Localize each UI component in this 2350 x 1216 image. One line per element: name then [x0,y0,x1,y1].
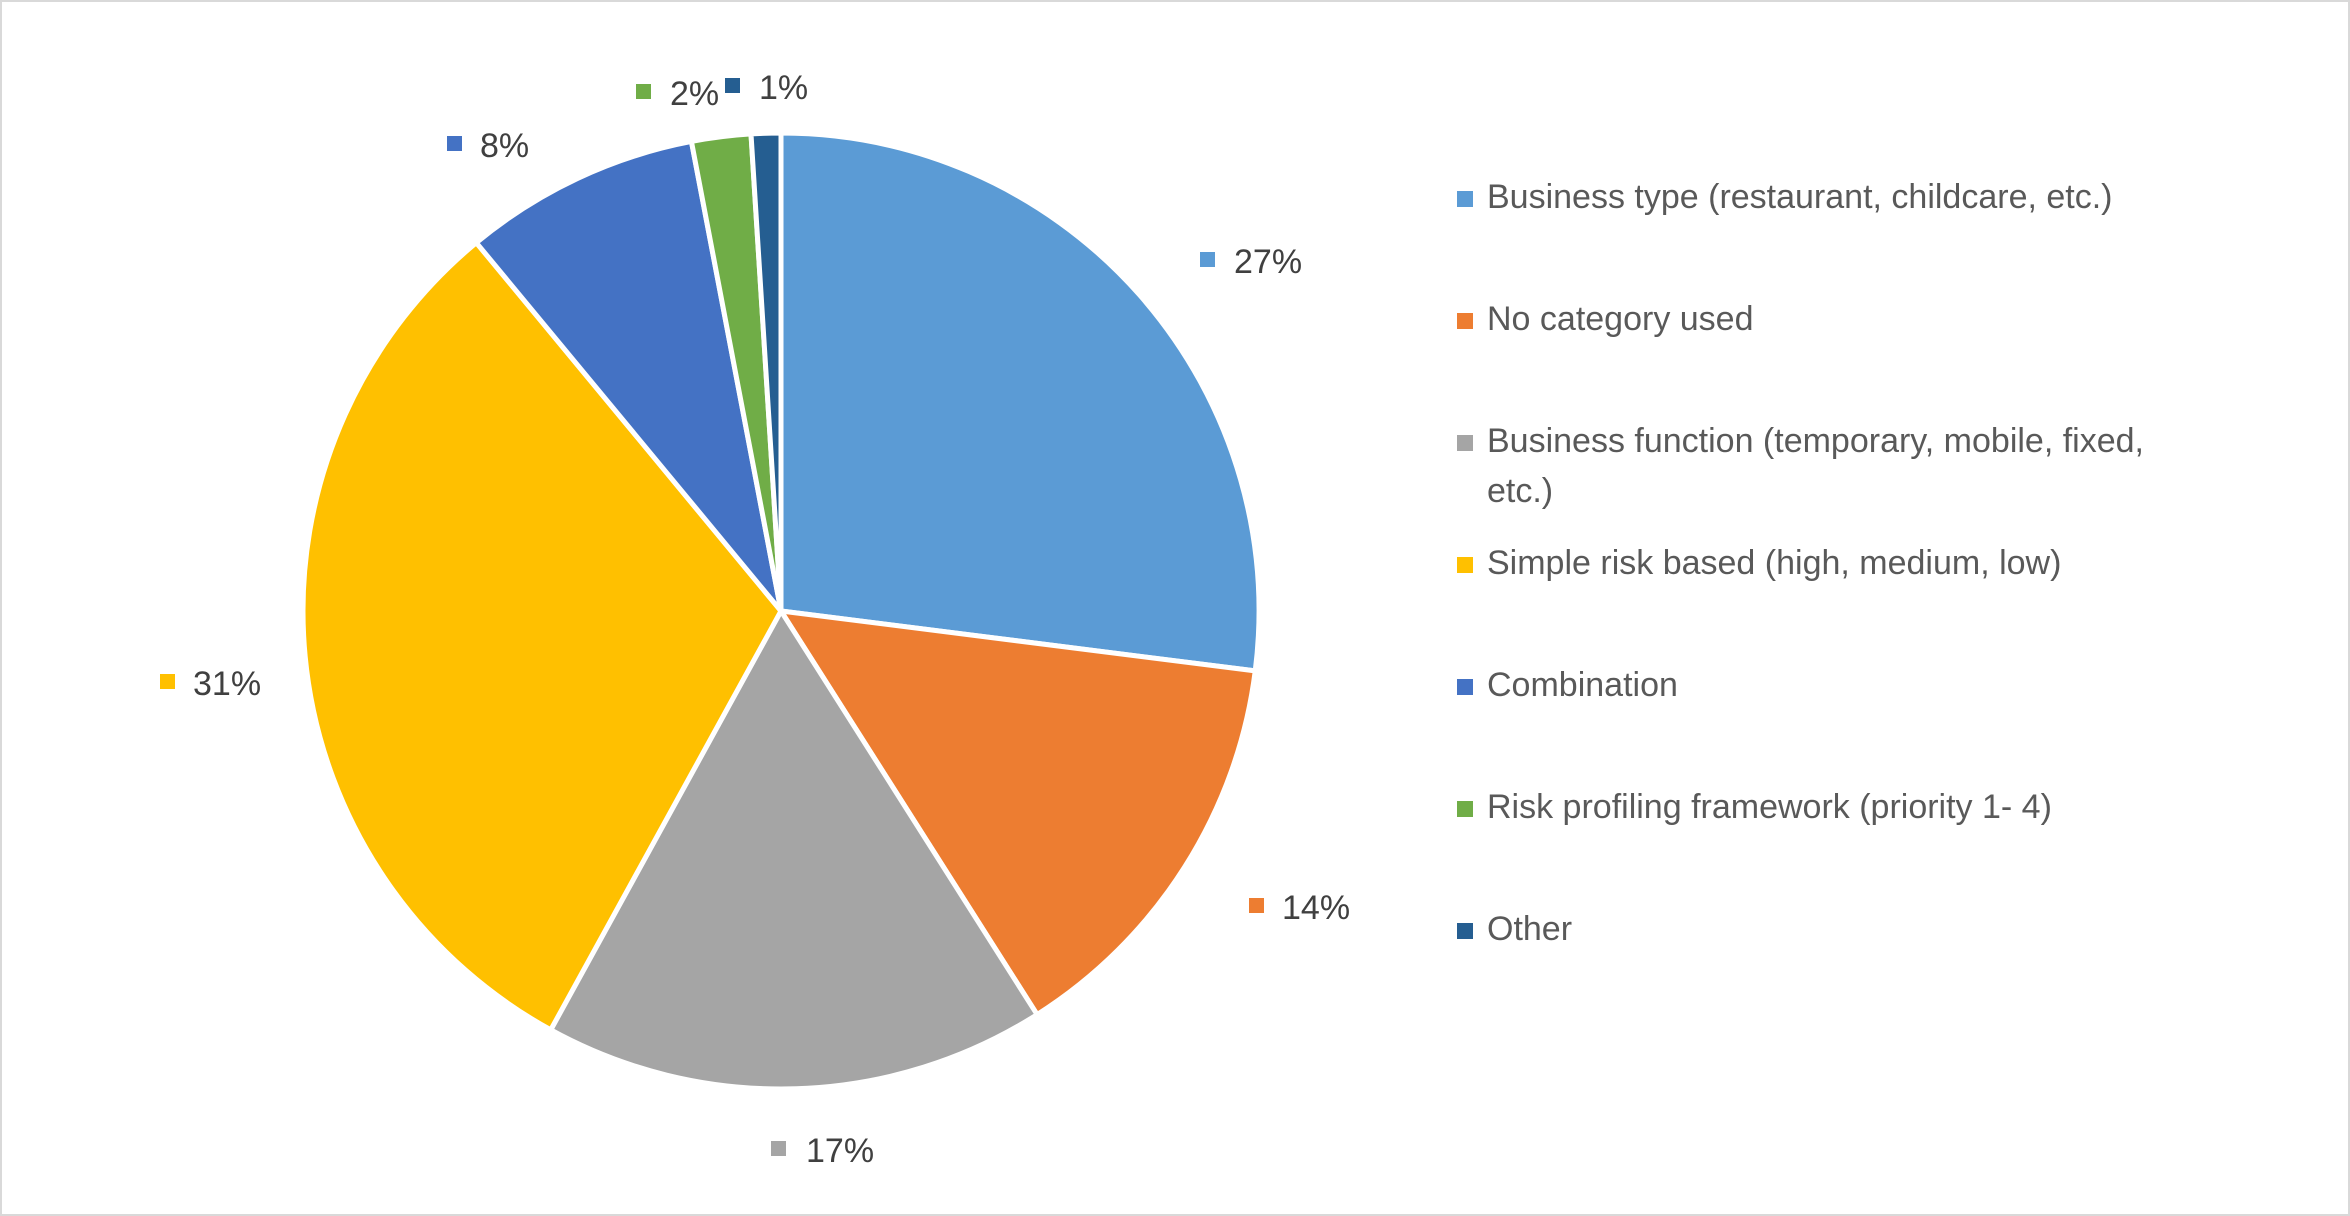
data-label-marker [1249,898,1264,913]
data-label-marker [771,1141,786,1156]
legend-item-business-function: Business function (temporary, mobile, fi… [1457,416,2217,516]
data-label-simple-risk-based-high-medium-low: 31% [193,665,261,703]
data-label-business-type-restaurant-childcare-etc: 27% [1234,243,1302,281]
data-label-other: 1% [759,69,808,107]
data-label-no-category-used: 14% [1282,889,1350,927]
data-label-marker [160,674,175,689]
data-label-business-function-temporary-mobile-fixed-etc: 17% [806,1132,874,1170]
legend-label: Other [1487,910,1573,948]
legend-label: Risk profiling framework (priority 1- 4) [1487,788,2052,826]
legend-item-business-type: Business type (restaurant, childcare, et… [1457,172,2217,222]
data-label-combination: 8% [480,127,529,165]
legend-label: Business function (temporary, mobile, fi… [1487,422,2144,510]
legend-swatch [1457,435,1473,451]
legend-swatch [1457,679,1473,695]
legend-item-no-category: No category used [1457,294,2217,344]
data-label-marker [725,78,740,93]
legend-label: Business type (restaurant, childcare, et… [1487,178,2113,216]
data-label-marker [1200,252,1215,267]
legend-label: Combination [1487,666,1678,704]
legend-item-other: Other [1457,904,2217,954]
legend-swatch [1457,191,1473,207]
legend-item-risk-profiling: Risk profiling framework (priority 1- 4) [1457,782,2217,832]
data-label-marker [636,84,651,99]
pie-slice-other [748,130,784,614]
pie-slices [300,130,1262,1092]
data-label-risk-profiling-framework-priority-1-4: 2% [670,75,719,113]
legend-label: No category used [1487,300,1754,338]
pie-slice-business-function-temporary-mobile-fixed-etc [548,608,1040,1092]
legend-swatch [1457,557,1473,573]
legend-swatch [1457,923,1473,939]
legend-item-simple-risk: Simple risk based (high, medium, low) [1457,538,2217,588]
legend-swatch [1457,801,1473,817]
legend-label: Simple risk based (high, medium, low) [1487,544,2062,582]
data-label-marker [447,136,462,151]
pie-slice-business-type-restaurant-childcare-etc [778,130,1262,674]
legend-swatch [1457,313,1473,329]
data-labels: 27% 14% 17% 31% 8% 2% 1% [160,69,1350,1170]
pie-slice-simple-risk-based-high-medium-low [300,240,784,1033]
legend-item-combination: Combination [1457,660,2217,710]
pie-slice-combination [473,138,784,614]
pie-slice-no-category-used [778,608,1258,1018]
